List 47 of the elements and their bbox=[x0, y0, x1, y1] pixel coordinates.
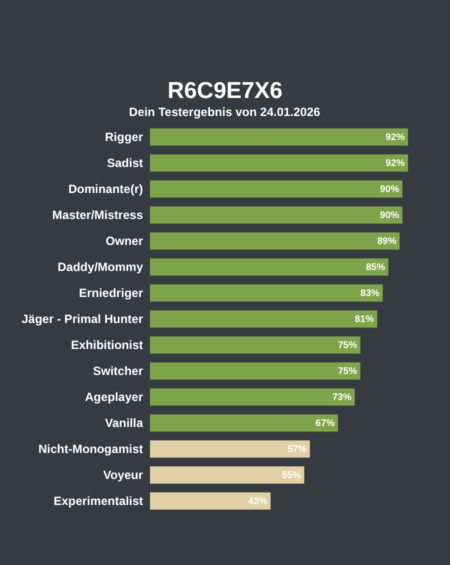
bar bbox=[150, 232, 400, 250]
y-tick-label: Nicht-Monogamist bbox=[38, 442, 143, 456]
y-tick-label: Rigger bbox=[104, 130, 144, 144]
y-tick-label: Ageplayer bbox=[84, 390, 144, 404]
y-tick-label: Vanilla bbox=[104, 416, 144, 430]
data-label: 90% bbox=[380, 184, 400, 196]
y-tick-label: Erniedriger bbox=[78, 286, 144, 300]
data-label: 57% bbox=[287, 444, 308, 456]
bar bbox=[150, 284, 383, 302]
bar bbox=[150, 492, 271, 510]
bar bbox=[150, 336, 360, 354]
bar bbox=[150, 258, 388, 276]
y-tick-label: Exhibitionist bbox=[71, 338, 144, 352]
bar bbox=[150, 414, 338, 432]
bar bbox=[150, 206, 402, 224]
y-tick-label: Experimentalist bbox=[54, 494, 143, 508]
data-label: 92% bbox=[386, 158, 406, 170]
y-tick-label: Switcher bbox=[92, 364, 144, 378]
data-label: 81% bbox=[354, 314, 374, 326]
y-tick-label: Voyeur bbox=[103, 468, 144, 482]
data-label: 92% bbox=[386, 132, 406, 144]
bar bbox=[150, 180, 402, 198]
chart-subtitle: Dein Testergebnis von 24.01.2026 bbox=[129, 105, 321, 119]
data-label: 43% bbox=[248, 496, 268, 508]
y-tick-label: Master/Mistress bbox=[52, 208, 144, 222]
y-tick-label: Daddy/Mommy bbox=[58, 260, 144, 274]
bar bbox=[150, 128, 408, 146]
data-label: 73% bbox=[332, 392, 352, 404]
bar bbox=[150, 466, 304, 484]
y-tick-label: Sadist bbox=[106, 156, 143, 170]
bar bbox=[150, 440, 310, 458]
data-label: 83% bbox=[360, 288, 380, 300]
data-label: 89% bbox=[377, 236, 397, 248]
data-label: 85% bbox=[366, 262, 386, 274]
bar bbox=[150, 310, 378, 328]
data-label: 75% bbox=[338, 366, 358, 378]
y-tick-label: Owner bbox=[106, 234, 144, 248]
bar bbox=[150, 388, 355, 406]
data-label: 67% bbox=[316, 418, 336, 430]
chart-title: R6C9E7X6 bbox=[167, 77, 283, 104]
bar bbox=[150, 154, 408, 172]
data-label: 90% bbox=[380, 210, 400, 222]
y-tick-label: Dominante(r) bbox=[68, 182, 143, 196]
y-tick-label: Jäger - Primal Hunter bbox=[22, 312, 144, 326]
bar bbox=[150, 362, 360, 380]
data-label: 55% bbox=[282, 470, 302, 482]
data-label: 75% bbox=[338, 340, 358, 352]
